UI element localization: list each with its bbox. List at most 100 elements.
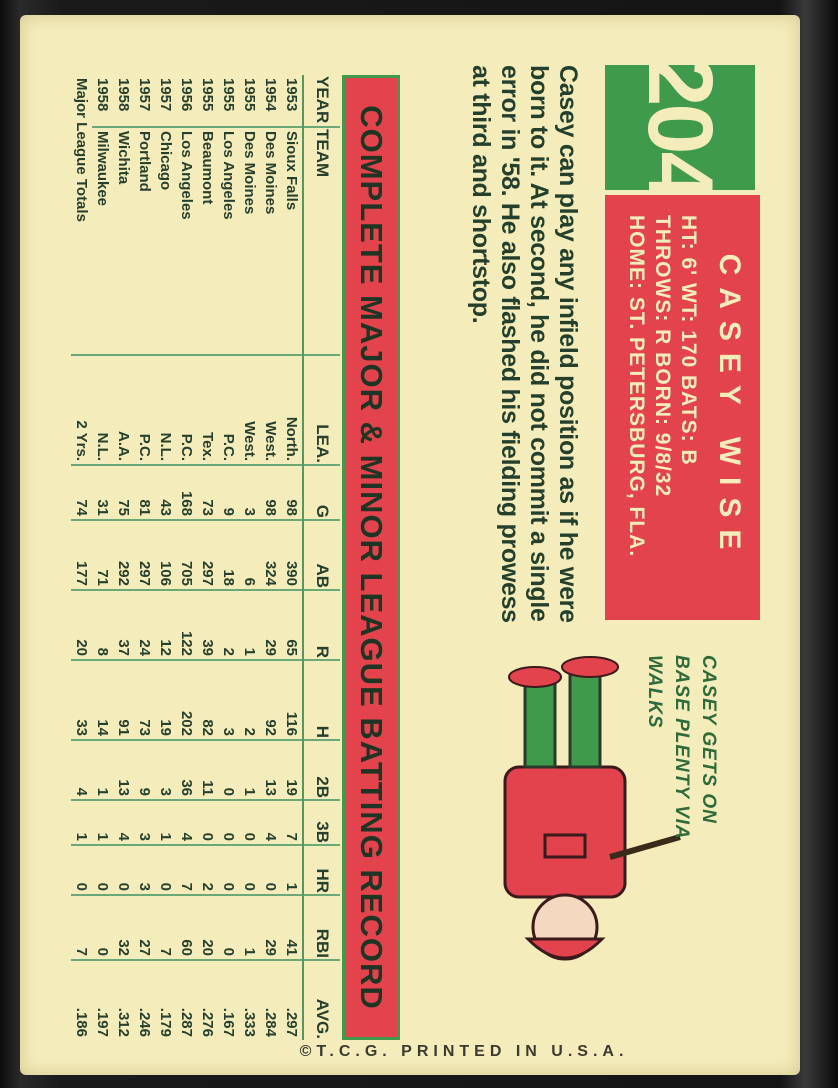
table-cell: 7 [155,895,176,960]
totals-cell: .186 [71,960,92,1040]
table-cell: 39 [197,590,218,660]
column-header: YEAR [303,75,340,127]
table-cell: 0 [260,845,281,895]
table-cell: 0 [197,800,218,845]
totals-row: Major League Totals 2 Yrs. 74 177 20 33 4 1 0 7.1… [71,75,92,1040]
table-cell: .297 [281,960,303,1040]
table-cell: 0 [218,895,239,960]
column-header: RBI [303,895,340,960]
cartoon-caption: CASEY GETS ON BASE PLENTY VIA WALKS [644,655,719,839]
table-cell: 297 [134,520,155,590]
card-number: 204 [629,55,732,200]
table-cell: 0 [218,845,239,895]
table-cell: North. [281,355,303,465]
table-cell: 168 [176,465,197,520]
table-cell: Beaumont [197,127,218,355]
table-cell: 71 [92,520,113,590]
table-cell: 11 [197,740,218,800]
table-cell: 116 [281,660,303,740]
table-cell: 73 [134,660,155,740]
column-header: AB [303,520,340,590]
table-cell: 13 [260,740,281,800]
bio-text: Casey can play any infield position as i… [467,65,582,623]
table-cell: 3 [239,465,260,520]
table-cell: Wichita [113,127,134,355]
table-title: COMPLETE MAJOR & MINOR LEAGUE BATTING RE… [342,75,400,1040]
table-cell: 18 [218,520,239,590]
table-cell: 0 [218,800,239,845]
table-cell: West. [239,355,260,465]
table-cell: 24 [134,590,155,660]
table-cell: 92 [260,660,281,740]
table-cell: 6 [239,520,260,590]
table-cell: .167 [218,960,239,1040]
table-cell: 9 [218,465,239,520]
table-cell: 81 [134,465,155,520]
table-row: 1957 Chicago N.L. 43 106 12 19 3 1 0 7.179 [155,75,176,1040]
table-cell: 324 [260,520,281,590]
column-header: HR [303,845,340,895]
table-cell: 1958 [115,78,132,112]
table-cell: 60 [176,895,197,960]
table-cell: 0 [155,845,176,895]
column-header: AVG. [303,960,340,1040]
table-cell: 13 [113,740,134,800]
table-cell: 0 [113,845,134,895]
table-cell: 82 [197,660,218,740]
table-cell: 8 [92,590,113,660]
totals-cell: 4 [71,740,92,800]
table-cell: 29 [260,590,281,660]
column-header: 2B [303,740,340,800]
totals-cell: 0 [71,845,92,895]
footer: ©T.C.G. PRINTED IN U.S.A. [299,1043,629,1060]
column-header: TEAM [303,127,340,355]
table-cell: N.L. [92,355,113,465]
table-cell: .197 [92,960,113,1040]
vital-line: HOME: ST. PETERSBURG, FLA. [625,215,648,558]
table-cell: P.C. [176,355,197,465]
table-body: 1953 Sioux Falls North. 98 390 65 116 19 7 1 41.29… [71,75,303,1040]
table-cell: .287 [176,960,197,1040]
vital-line: HT: 6' WT: 170 BATS: B [677,215,700,466]
table-cell: .246 [134,960,155,1040]
table-cell: 1955 [241,78,258,112]
table-cell: 2 [239,660,260,740]
table-cell: 27 [134,895,155,960]
table-cell: 2 [218,590,239,660]
table-cell: 14 [92,660,113,740]
totals-cell: 177 [71,520,92,590]
table-cell: 3 [155,740,176,800]
table-cell: 32 [113,895,134,960]
table-row: 1956 Los Angeles P.C. 168 705 122 202 36 4 7 60.28… [176,75,197,1040]
table-cell: .276 [197,960,218,1040]
header-row: YEAR TEAM LEA. G AB R H 2B 3B HR RBI AVG. [303,75,340,1040]
table-cell: .312 [113,960,134,1040]
table-cell: Los Angeles [176,127,197,355]
table-cell: P.C. [218,355,239,465]
name-box: CASEY WISE HT: 6' WT: 170 BATS: B THROWS… [605,195,760,620]
table-cell: 1956 [178,78,195,112]
table-cell: 7 [176,845,197,895]
table-cell: 4 [260,800,281,845]
table-cell: .179 [155,960,176,1040]
table-cell: 73 [197,465,218,520]
table-cell: N.L. [155,355,176,465]
table-cell: 0 [92,845,113,895]
table-cell: 1957 [136,78,153,112]
table-cell: 37 [113,590,134,660]
table-cell: 20 [197,895,218,960]
table-cell: 1 [281,845,303,895]
totals-cell: 1 [71,800,92,845]
table-cell: 1 [239,740,260,800]
table-cell: 0 [92,895,113,960]
cartoon [503,656,681,961]
table-row: 1955 Beaumont Tex. 73 297 39 82 11 0 2 20.276 [197,75,218,1040]
table-cell: 1 [92,740,113,800]
table-row: 1953 Sioux Falls North. 98 390 65 116 19 7 1 41.29… [281,75,303,1040]
table-cell: 91 [113,660,134,740]
table-cell: 1955 [220,78,237,112]
table-cell: 41 [281,895,303,960]
table-cell: 106 [155,520,176,590]
table-cell: 98 [281,465,303,520]
